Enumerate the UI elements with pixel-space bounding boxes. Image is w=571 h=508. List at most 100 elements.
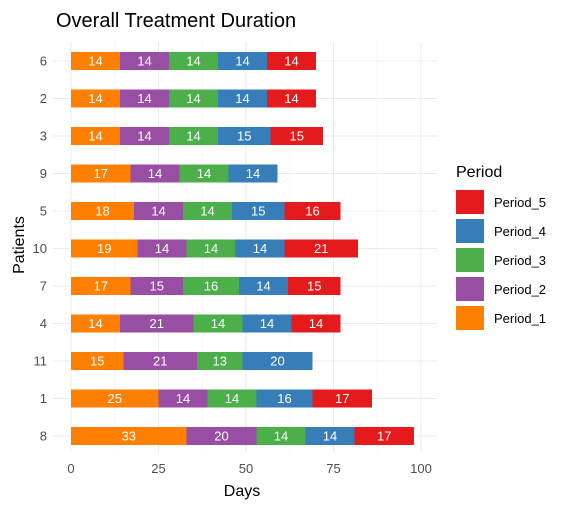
bar-segment <box>71 52 120 70</box>
bar-value-label: 21 <box>314 241 328 256</box>
bar-value-label: 20 <box>270 354 284 369</box>
bar-segment <box>120 89 169 108</box>
bar-segment <box>71 389 159 408</box>
y-axis-title: Patients <box>11 216 28 274</box>
bar-value-label: 14 <box>88 316 102 331</box>
legend-label: Period_5 <box>494 195 546 210</box>
bar-value-label: 14 <box>176 391 190 406</box>
bar-segment <box>256 389 313 408</box>
bar-value-label: 17 <box>94 166 108 181</box>
bar-segment <box>71 127 120 145</box>
bar-segment <box>284 202 341 220</box>
y-tick-label: 8 <box>40 429 47 444</box>
y-tick-label: 2 <box>40 91 47 106</box>
legend-label: Period_1 <box>494 311 546 326</box>
bar-value-label: 21 <box>153 354 167 369</box>
x-tick-label: 0 <box>67 461 74 476</box>
bar-value-label: 14 <box>204 241 218 256</box>
bar-segment <box>354 427 414 445</box>
bar-segment <box>305 427 355 445</box>
bar-value-label: 14 <box>88 54 102 69</box>
bar-segment <box>232 202 285 220</box>
y-tick-label: 9 <box>40 166 47 181</box>
bar-value-label: 19 <box>97 241 111 256</box>
bar-value-label: 14 <box>151 204 165 219</box>
bar-segment <box>270 127 323 145</box>
bar-segment <box>169 89 218 108</box>
bar-segment <box>218 127 271 145</box>
bar-segment <box>186 239 236 258</box>
legend-key <box>456 277 484 301</box>
bar-segment <box>120 52 169 70</box>
x-tick-label: 75 <box>326 461 340 476</box>
bar-segment <box>71 314 120 333</box>
bar-segment <box>71 427 187 445</box>
legend-key <box>456 306 484 330</box>
x-tick-label: 100 <box>410 461 432 476</box>
bar-value-label: 15 <box>290 129 304 144</box>
bar-value-label: 14 <box>186 54 200 69</box>
legend-label: Period_2 <box>494 282 546 297</box>
y-tick-label: 11 <box>34 354 48 369</box>
bar-segment <box>169 127 218 145</box>
bar-value-label: 15 <box>307 279 321 294</box>
bar-segment <box>169 52 218 70</box>
legend-key <box>456 248 484 272</box>
bar-value-label: 14 <box>211 316 225 331</box>
bar-segment <box>183 277 239 295</box>
bar-segment <box>120 127 169 145</box>
bar-value-label: 14 <box>88 91 102 106</box>
bar-segment <box>71 277 131 295</box>
bar-segment <box>207 389 257 408</box>
bar-segment <box>235 239 285 258</box>
bar-segment <box>267 52 316 70</box>
bar-value-label: 14 <box>186 129 200 144</box>
bar-value-label: 17 <box>335 391 349 406</box>
bar-value-label: 18 <box>95 204 109 219</box>
bar-segment <box>183 202 232 220</box>
bar-segment <box>284 239 358 258</box>
bar-segment <box>228 164 278 183</box>
bar-value-label: 14 <box>137 54 151 69</box>
bar-value-label: 15 <box>90 354 104 369</box>
bar-value-label: 15 <box>237 129 251 144</box>
bar-segment <box>71 202 134 220</box>
bar-segment <box>130 164 180 183</box>
x-tick-label: 50 <box>239 461 253 476</box>
bar-value-label: 14 <box>148 166 162 181</box>
bar-segment <box>179 164 229 183</box>
legend-key <box>456 190 484 214</box>
x-axis-title: Days <box>224 483 260 500</box>
bar-value-label: 20 <box>214 429 228 444</box>
bar-segment <box>288 277 341 295</box>
y-tick-label: 6 <box>40 54 47 69</box>
bar-value-label: 33 <box>122 429 136 444</box>
bar-segment <box>186 427 257 445</box>
bar-segment <box>267 89 316 108</box>
bar-value-label: 14 <box>309 316 323 331</box>
bar-value-label: 14 <box>225 391 239 406</box>
bar-segment <box>123 352 197 370</box>
y-tick-label: 4 <box>40 316 47 331</box>
bar-value-label: 14 <box>274 429 288 444</box>
bar-value-label: 14 <box>284 54 298 69</box>
bar-value-label: 14 <box>155 241 169 256</box>
bar-value-label: 14 <box>186 91 200 106</box>
bars-layer: 14 14 14 14 14 14 14 14 14 14 14 14 14 15 15 17 14 14 14 18… <box>71 52 414 445</box>
bar-value-label: 16 <box>277 391 291 406</box>
bar-value-label: 25 <box>108 391 122 406</box>
bar-segment <box>218 89 267 108</box>
bar-segment <box>130 277 183 295</box>
bar-segment <box>197 352 243 370</box>
x-axis: 0 25 50 75 100 <box>67 461 431 476</box>
legend-label: Period_4 <box>494 224 546 239</box>
bar-value-label: 13 <box>213 354 227 369</box>
y-tick-label: 3 <box>40 129 47 144</box>
bar-segment <box>193 314 243 333</box>
legend-label: Period_3 <box>494 253 546 268</box>
bar-value-label: 14 <box>235 54 249 69</box>
legend-title: Period <box>456 164 502 181</box>
bar-value-label: 14 <box>197 166 211 181</box>
